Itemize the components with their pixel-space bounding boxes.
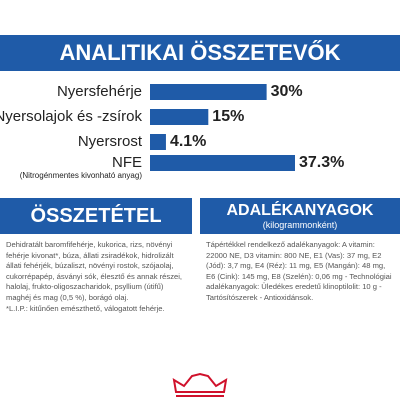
bar [150,109,209,125]
composition-footnote: *L.I.P.: kitűnően emészthető, válogatott… [6,303,165,313]
additives-subtitle: (kilogrammonként) [262,220,338,230]
value-label: 15% [212,108,244,125]
category-note: (Nitrogénmentes kivonható anyag) [20,171,143,180]
category-label: Nyersrost [78,133,143,150]
category-label: Nyersolajok és -zsírok [0,108,142,125]
bar [150,155,295,171]
category-label: NFE [112,154,142,171]
category-label: Nyersfehérje [57,83,142,100]
composition-text: Dehidratált baromfifehérje, kukorica, ri… [6,240,190,314]
title-band [0,35,400,71]
value-label: 30% [271,83,303,100]
additives-header: ADALÉKANYAGOK (kilogrammonként) [200,198,400,234]
composition-title: ÖSSZETÉTEL [0,198,192,234]
additives-text: Tápértékkel rendelkező adalékanyagok: A … [206,240,392,302]
chart: ANALITIKAI ÖSSZETEVŐK Nyersfehérje 30% Nye… [0,35,400,180]
value-label: 4.1% [170,133,206,150]
additives-title: ADALÉKANYAGOK [226,202,374,219]
composition-body: Dehidratált baromfifehérje, kukorica, ri… [6,240,183,302]
bar [150,84,267,100]
value-label: 37.3% [299,154,344,171]
bar [150,134,166,150]
logo [172,372,228,397]
chart-title: ANALITIKAI ÖSSZETEVŐK [59,40,340,65]
